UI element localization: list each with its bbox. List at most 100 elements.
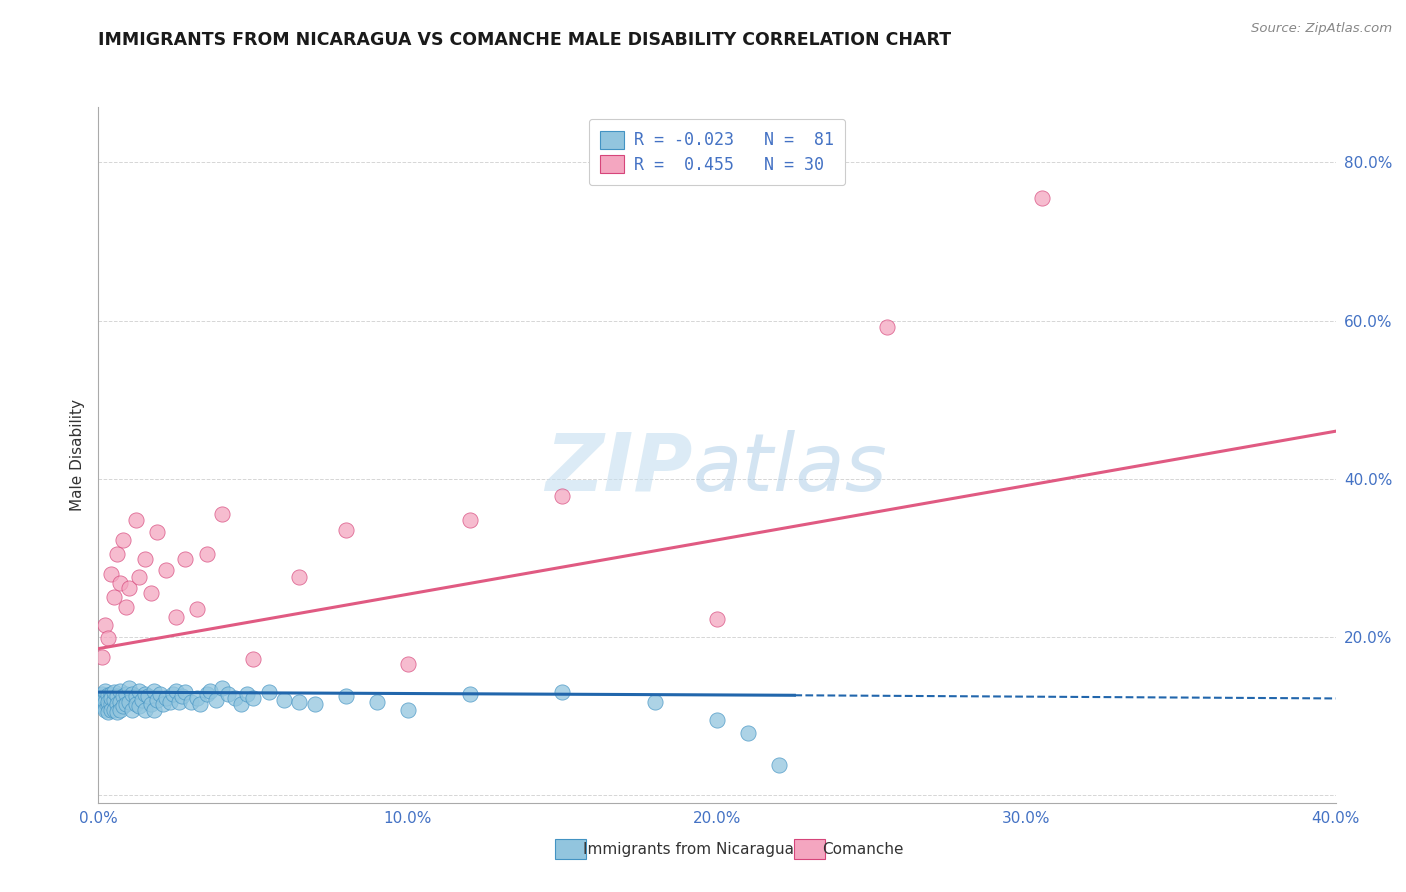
- Point: [103, 702, 125, 716]
- Y-axis label: Male Disability: Male Disability: [70, 399, 86, 511]
- Point: [112, 533, 135, 548]
- Point: [195, 547, 218, 561]
- Text: atlas: atlas: [692, 430, 887, 508]
- Point: [174, 685, 197, 699]
- Point: [165, 610, 187, 624]
- Point: [118, 681, 141, 695]
- Point: [242, 691, 264, 706]
- Point: [159, 695, 181, 709]
- Point: [198, 683, 221, 698]
- Point: [103, 693, 125, 707]
- Point: [124, 697, 146, 711]
- Point: [155, 691, 177, 706]
- Point: [128, 699, 150, 714]
- Point: [108, 576, 131, 591]
- Point: [211, 681, 233, 695]
- Point: [170, 689, 193, 703]
- Point: [335, 689, 357, 703]
- Point: [103, 685, 125, 699]
- Point: [768, 757, 790, 772]
- Point: [396, 657, 419, 672]
- Point: [128, 683, 150, 698]
- Point: [396, 702, 419, 716]
- Point: [90, 695, 112, 709]
- Point: [134, 702, 156, 716]
- Point: [335, 523, 357, 537]
- Point: [139, 697, 162, 711]
- Point: [149, 687, 172, 701]
- Point: [105, 689, 128, 703]
- Point: [124, 513, 146, 527]
- Point: [97, 688, 120, 702]
- Point: [128, 570, 150, 584]
- Point: [257, 685, 280, 699]
- Point: [93, 702, 115, 716]
- Point: [90, 649, 112, 664]
- Point: [100, 697, 122, 711]
- Point: [90, 693, 112, 707]
- Point: [134, 552, 156, 566]
- Point: [108, 695, 131, 709]
- Point: [100, 566, 122, 581]
- Point: [100, 702, 122, 716]
- Point: [97, 695, 120, 709]
- Point: [139, 586, 162, 600]
- Point: [105, 697, 128, 711]
- Point: [180, 695, 202, 709]
- Point: [118, 581, 141, 595]
- Point: [551, 489, 574, 503]
- Point: [186, 602, 208, 616]
- Point: [706, 612, 728, 626]
- Text: Comanche: Comanche: [823, 842, 904, 856]
- Text: ZIP: ZIP: [546, 430, 692, 508]
- Point: [304, 697, 326, 711]
- Point: [143, 683, 166, 698]
- Point: [366, 695, 388, 709]
- Point: [97, 705, 120, 719]
- Point: [121, 702, 143, 716]
- Point: [288, 570, 311, 584]
- Point: [146, 693, 169, 707]
- Point: [186, 691, 208, 706]
- Point: [136, 689, 159, 703]
- Point: [89, 689, 111, 703]
- Point: [90, 687, 112, 701]
- Point: [118, 695, 141, 709]
- Point: [115, 599, 138, 614]
- Point: [103, 591, 125, 605]
- Point: [1031, 191, 1053, 205]
- Point: [644, 695, 666, 709]
- Point: [195, 687, 218, 701]
- Point: [100, 687, 122, 701]
- Point: [146, 525, 169, 540]
- Point: [121, 687, 143, 701]
- Point: [706, 713, 728, 727]
- Point: [112, 689, 135, 703]
- Point: [100, 691, 122, 706]
- Point: [112, 699, 135, 714]
- Point: [288, 695, 311, 709]
- Point: [93, 683, 115, 698]
- Point: [876, 319, 898, 334]
- Point: [162, 687, 184, 701]
- Point: [224, 691, 246, 706]
- Point: [165, 683, 187, 698]
- Point: [551, 685, 574, 699]
- Point: [143, 702, 166, 716]
- Point: [205, 693, 228, 707]
- Point: [458, 687, 481, 701]
- Point: [737, 726, 759, 740]
- Point: [242, 652, 264, 666]
- Point: [229, 697, 252, 711]
- Point: [105, 547, 128, 561]
- Point: [134, 687, 156, 701]
- Point: [93, 691, 115, 706]
- Point: [273, 693, 295, 707]
- Point: [167, 695, 190, 709]
- Text: Source: ZipAtlas.com: Source: ZipAtlas.com: [1251, 22, 1392, 36]
- Point: [93, 701, 115, 715]
- Point: [211, 507, 233, 521]
- Text: IMMIGRANTS FROM NICARAGUA VS COMANCHE MALE DISABILITY CORRELATION CHART: IMMIGRANTS FROM NICARAGUA VS COMANCHE MA…: [98, 31, 952, 49]
- Point: [90, 697, 112, 711]
- Point: [115, 687, 138, 701]
